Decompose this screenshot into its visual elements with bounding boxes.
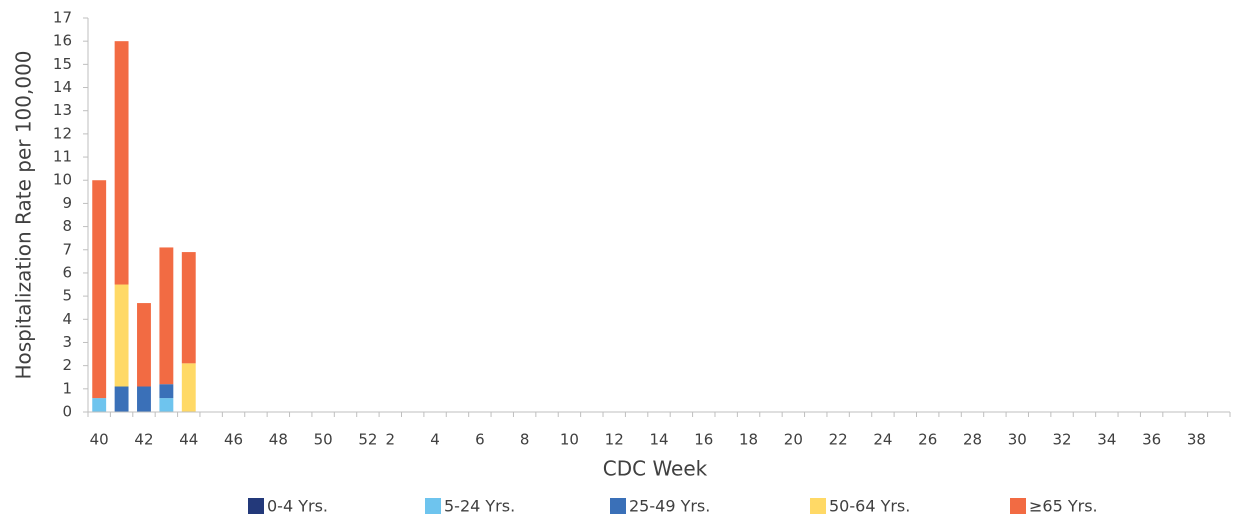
x-tick-label: 38 (1187, 431, 1206, 449)
y-tick-label: 7 (62, 240, 72, 258)
x-tick-label: 12 (605, 431, 624, 449)
x-tick-label: 52 (358, 431, 377, 449)
y-tick-label: 16 (53, 32, 72, 50)
bar-segment (137, 386, 151, 412)
y-tick-label: 17 (53, 9, 72, 27)
y-tick-label: 1 (62, 379, 72, 397)
bar-segment (92, 398, 107, 412)
bar-segment (137, 303, 151, 387)
y-tick-label: 15 (53, 55, 72, 73)
x-tick-label: 32 (1053, 431, 1072, 449)
x-tick-label: 48 (269, 431, 288, 449)
x-tick-label: 50 (314, 431, 333, 449)
y-axis-title: Hospitalization Rate per 100,000 (12, 50, 36, 379)
y-tick-label: 10 (53, 171, 72, 189)
y-tick-label: 13 (53, 101, 72, 119)
x-tick-label: 22 (829, 431, 848, 449)
bar-segment (114, 386, 129, 412)
x-axis-title: CDC Week (603, 457, 708, 481)
x-tick-label: 16 (694, 431, 713, 449)
bar-segment (92, 180, 107, 399)
x-tick-label: 28 (963, 431, 982, 449)
x-tick-label: 42 (134, 431, 153, 449)
y-tick-label: 6 (62, 263, 72, 281)
legend-label: ≥65 Yrs. (1029, 497, 1098, 516)
y-tick-label: 14 (53, 78, 72, 96)
y-tick-label: 5 (62, 287, 72, 305)
bar-segment (181, 363, 196, 412)
x-tick-label: 26 (918, 431, 937, 449)
bar-segment (181, 252, 196, 364)
bar-segment (114, 284, 129, 387)
legend-label: 0-4 Yrs. (267, 497, 328, 516)
legend-label: 5-24 Yrs. (444, 497, 515, 516)
y-tick-label: 8 (62, 217, 72, 235)
x-tick-label: 46 (224, 431, 243, 449)
legend-swatch (610, 498, 626, 514)
x-tick-label: 36 (1142, 431, 1161, 449)
bar-segment (114, 41, 129, 285)
legend-label: 25-49 Yrs. (629, 497, 710, 516)
x-tick-label: 2 (386, 431, 396, 449)
bar-segment (159, 247, 174, 385)
legend-swatch (425, 498, 441, 514)
x-tick-label: 40 (90, 431, 109, 449)
x-tick-label: 10 (560, 431, 579, 449)
legend-swatch (1010, 498, 1026, 514)
bar-segment (159, 398, 174, 412)
x-tick-label: 14 (649, 431, 668, 449)
y-tick-label: 3 (62, 333, 72, 351)
x-tick-label: 8 (520, 431, 530, 449)
bar-segment (159, 384, 174, 399)
y-tick-label: 4 (62, 310, 72, 328)
x-tick-label: 18 (739, 431, 758, 449)
y-tick-label: 2 (62, 356, 72, 374)
legend-swatch (248, 498, 264, 514)
x-tick-label: 34 (1097, 431, 1116, 449)
legend-label: 50-64 Yrs. (829, 497, 910, 516)
x-tick-label: 44 (179, 431, 198, 449)
x-tick-label: 30 (1008, 431, 1027, 449)
y-tick-label: 0 (62, 403, 72, 421)
x-tick-label: 24 (873, 431, 892, 449)
x-tick-label: 6 (475, 431, 485, 449)
y-tick-label: 9 (62, 194, 72, 212)
legend-swatch (810, 498, 826, 514)
y-tick-label: 12 (53, 124, 72, 142)
x-tick-label: 20 (784, 431, 803, 449)
x-tick-label: 4 (430, 431, 440, 449)
y-tick-label: 11 (53, 148, 72, 166)
